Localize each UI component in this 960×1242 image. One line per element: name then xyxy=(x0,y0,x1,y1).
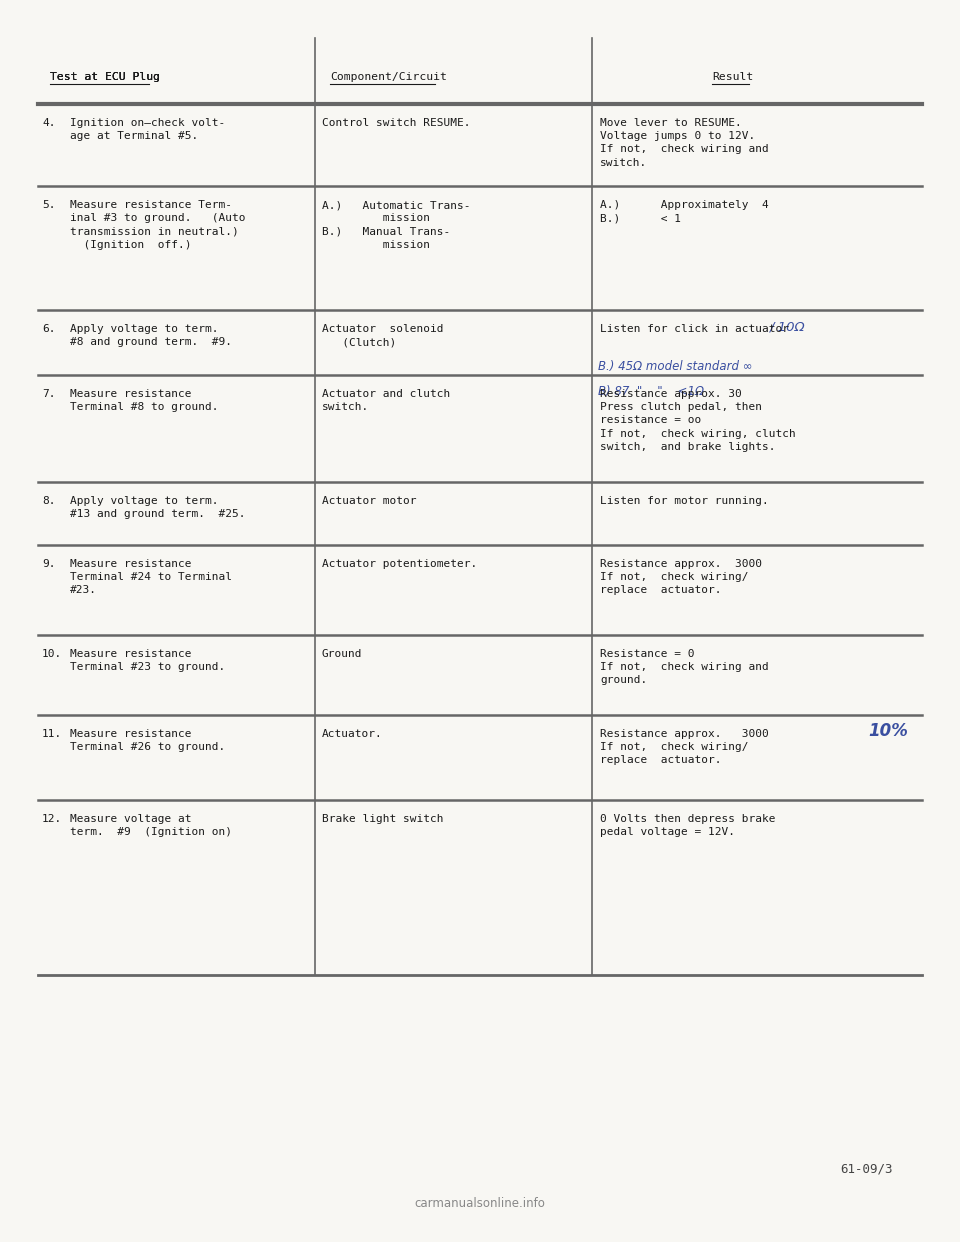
Text: 7.: 7. xyxy=(42,389,56,399)
Text: 6.: 6. xyxy=(42,324,56,334)
Text: A.)      Approximately  4
B.)      < 1: A.) Approximately 4 B.) < 1 xyxy=(600,200,769,224)
Text: Control switch RESUME.: Control switch RESUME. xyxy=(322,118,470,128)
Text: 10.: 10. xyxy=(42,650,62,660)
Text: Resistance approx. 30
Press clutch pedal, then
resistance = oo
If not,  check wi: Resistance approx. 30 Press clutch pedal… xyxy=(600,389,796,452)
Text: Measure resistance
Terminal #8 to ground.: Measure resistance Terminal #8 to ground… xyxy=(70,389,219,412)
Text: Listen for motor running.: Listen for motor running. xyxy=(600,496,769,505)
Text: Component/Circuit: Component/Circuit xyxy=(330,72,446,82)
Text: Actuator  solenoid
   (Clutch): Actuator solenoid (Clutch) xyxy=(322,324,444,348)
Text: B.) 45Ω model standard ∞: B.) 45Ω model standard ∞ xyxy=(598,360,753,373)
Text: B) 87  "    "    <1Ω: B) 87 " " <1Ω xyxy=(598,385,704,397)
Text: Resistance approx.  3000
If not,  check wiring/
replace  actuator.: Resistance approx. 3000 If not, check wi… xyxy=(600,559,762,595)
Text: Measure voltage at
term.  #9  (Ignition on): Measure voltage at term. #9 (Ignition on… xyxy=(70,814,232,837)
Text: Measure resistance
Terminal #26 to ground.: Measure resistance Terminal #26 to groun… xyxy=(70,729,226,753)
Text: Measure resistance Term-
inal #3 to ground.   (Auto
transmission in neutral.)
  : Measure resistance Term- inal #3 to grou… xyxy=(70,200,246,250)
Text: 5.: 5. xyxy=(42,200,56,210)
Text: Resistance approx.   3000
If not,  check wiring/
replace  actuator.: Resistance approx. 3000 If not, check wi… xyxy=(600,729,769,765)
Text: Actuator potentiometer.: Actuator potentiometer. xyxy=(322,559,477,569)
Text: Test at ECU Plug: Test at ECU Plug xyxy=(50,72,160,82)
Text: Ignition on—check volt-
age at Terminal #5.: Ignition on—check volt- age at Terminal … xyxy=(70,118,226,142)
Text: Actuator.: Actuator. xyxy=(322,729,383,739)
Text: Apply voltage to term.
#8 and ground term.  #9.: Apply voltage to term. #8 and ground ter… xyxy=(70,324,232,348)
Text: Apply voltage to term.
#13 and ground term.  #25.: Apply voltage to term. #13 and ground te… xyxy=(70,496,246,519)
Text: 11.: 11. xyxy=(42,729,62,739)
Text: A.)   Automatic Trans-
         mission
B.)   Manual Trans-
         mission: A.) Automatic Trans- mission B.) Manual … xyxy=(322,200,470,250)
Text: Measure resistance
Terminal #24 to Terminal
#23.: Measure resistance Terminal #24 to Termi… xyxy=(70,559,232,595)
Text: Resistance = 0
If not,  check wiring and
ground.: Resistance = 0 If not, check wiring and … xyxy=(600,650,769,686)
Text: Test at ECU Plug: Test at ECU Plug xyxy=(50,72,160,82)
Text: Measure resistance
Terminal #23 to ground.: Measure resistance Terminal #23 to groun… xyxy=(70,650,226,672)
Text: 9.: 9. xyxy=(42,559,56,569)
Text: Actuator motor: Actuator motor xyxy=(322,496,417,505)
Text: Listen for click in actuator: Listen for click in actuator xyxy=(600,324,789,334)
Text: 12.: 12. xyxy=(42,814,62,823)
Text: 0 Volts then depress brake
pedal voltage = 12V.: 0 Volts then depress brake pedal voltage… xyxy=(600,814,776,837)
Text: carmanualsonline.info: carmanualsonline.info xyxy=(415,1197,545,1210)
Text: 10%: 10% xyxy=(868,722,908,740)
Text: Actuator and clutch
switch.: Actuator and clutch switch. xyxy=(322,389,450,412)
Text: 61-09/3: 61-09/3 xyxy=(840,1163,893,1175)
Text: Test at ECU Plug: Test at ECU Plug xyxy=(50,72,160,82)
Text: Ground: Ground xyxy=(322,650,363,660)
Text: 4.: 4. xyxy=(42,118,56,128)
Text: Result: Result xyxy=(712,72,754,82)
Text: Move lever to RESUME.
Voltage jumps 0 to 12V.
If not,  check wiring and
switch.: Move lever to RESUME. Voltage jumps 0 to… xyxy=(600,118,769,168)
Text: 8.: 8. xyxy=(42,496,56,505)
Text: / 10Ω: / 10Ω xyxy=(770,320,805,333)
Text: Brake light switch: Brake light switch xyxy=(322,814,444,823)
